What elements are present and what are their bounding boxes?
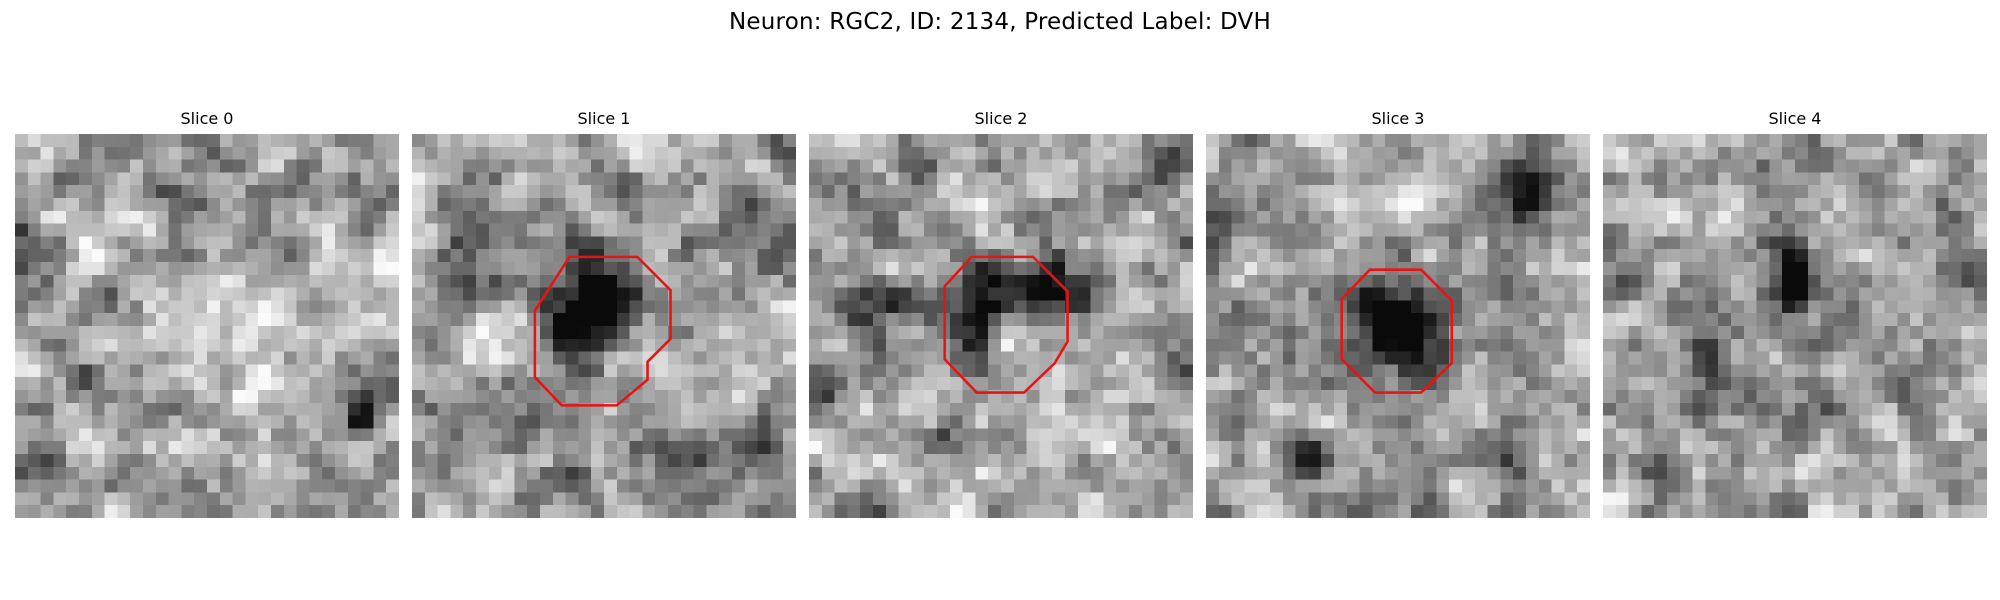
slice-title-3: Slice 3 [1371, 109, 1425, 128]
pixel-grid [412, 134, 796, 518]
slice-image-2 [809, 134, 1193, 518]
slice-image-1 [412, 134, 796, 518]
slice-title-2: Slice 2 [974, 109, 1028, 128]
slice-image-4 [1603, 134, 1987, 518]
slice-panel-1: Slice 1 [412, 108, 796, 518]
pixel-grid [809, 134, 1193, 518]
cell-contour-outline [943, 255, 1069, 394]
cell-contour-outline [1340, 268, 1454, 394]
slice-image-3 [1206, 134, 1590, 518]
slice-title-4: Slice 4 [1768, 109, 1822, 128]
slice-panel-0: Slice 0 [15, 108, 399, 518]
figure-title: Neuron: RGC2, ID: 2134, Predicted Label:… [729, 9, 1271, 35]
pixel-grid [15, 134, 399, 518]
slice-panel-2: Slice 2 [809, 108, 1193, 518]
slice-title-1: Slice 1 [577, 109, 631, 128]
cell-contour-outline [533, 255, 672, 407]
pixel-grid [1206, 134, 1590, 518]
slice-panel-4: Slice 4 [1603, 108, 1987, 518]
pixel-grid [1603, 134, 1987, 518]
slice-panel-3: Slice 3 [1206, 108, 1590, 518]
slice-image-0 [15, 134, 399, 518]
slice-title-0: Slice 0 [180, 109, 234, 128]
